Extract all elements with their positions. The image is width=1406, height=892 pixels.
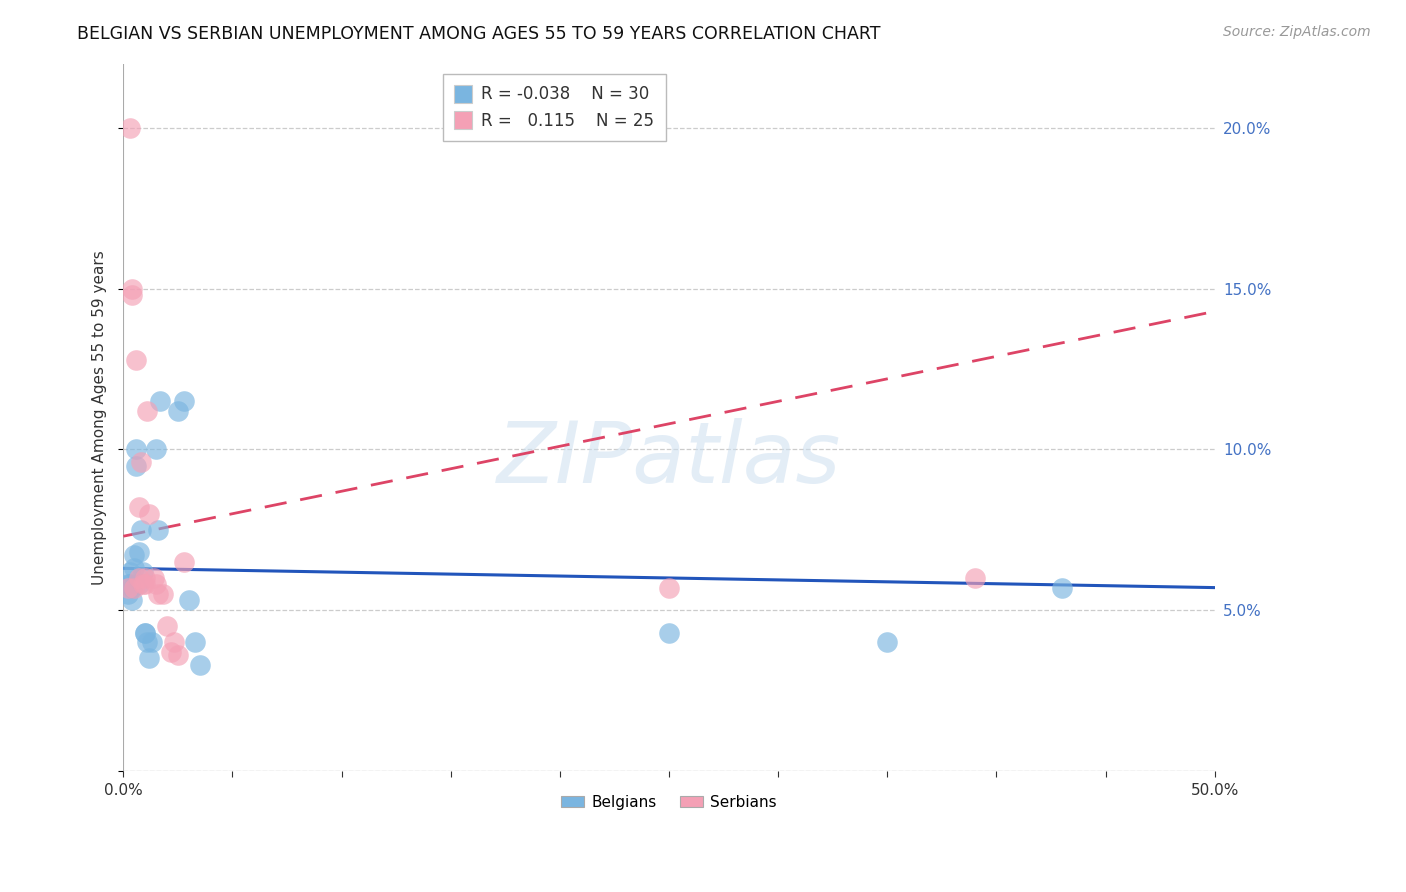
- Point: [132, 577, 155, 591]
- Point: [132, 565, 155, 579]
- Point: [160, 645, 183, 659]
- Point: [136, 404, 159, 418]
- Point: [173, 555, 195, 569]
- Point: [138, 507, 160, 521]
- Point: [1050, 581, 1073, 595]
- Point: [121, 593, 143, 607]
- Point: [121, 282, 143, 296]
- Point: [134, 577, 156, 591]
- Point: [156, 619, 179, 633]
- Point: [129, 455, 152, 469]
- Point: [162, 635, 184, 649]
- Point: [125, 458, 148, 473]
- Point: [138, 651, 160, 665]
- Point: [121, 288, 143, 302]
- Point: [136, 635, 159, 649]
- Y-axis label: Unemployment Among Ages 55 to 59 years: Unemployment Among Ages 55 to 59 years: [93, 250, 107, 585]
- Point: [167, 404, 190, 418]
- Legend: Belgians, Serbians: Belgians, Serbians: [555, 789, 783, 816]
- Point: [141, 635, 163, 649]
- Point: [128, 500, 150, 515]
- Point: [145, 442, 167, 457]
- Point: [134, 625, 156, 640]
- Point: [148, 587, 170, 601]
- Point: [148, 523, 170, 537]
- Point: [963, 571, 986, 585]
- Text: BELGIAN VS SERBIAN UNEMPLOYMENT AMONG AGES 55 TO 59 YEARS CORRELATION CHART: BELGIAN VS SERBIAN UNEMPLOYMENT AMONG AG…: [77, 25, 880, 43]
- Point: [188, 657, 211, 672]
- Point: [177, 593, 200, 607]
- Point: [117, 581, 139, 595]
- Point: [658, 625, 681, 640]
- Point: [142, 571, 165, 585]
- Point: [876, 635, 898, 649]
- Point: [117, 587, 139, 601]
- Point: [118, 577, 141, 591]
- Point: [118, 565, 141, 579]
- Point: [122, 549, 145, 563]
- Point: [128, 577, 150, 591]
- Point: [658, 581, 681, 595]
- Point: [125, 352, 148, 367]
- Point: [129, 523, 152, 537]
- Point: [184, 635, 207, 649]
- Text: Source: ZipAtlas.com: Source: ZipAtlas.com: [1223, 25, 1371, 39]
- Point: [128, 571, 150, 585]
- Text: ZIPatlas: ZIPatlas: [496, 418, 841, 501]
- Point: [134, 625, 156, 640]
- Point: [145, 577, 167, 591]
- Point: [128, 545, 150, 559]
- Point: [134, 571, 156, 585]
- Point: [173, 394, 195, 409]
- Point: [149, 394, 172, 409]
- Point: [122, 561, 145, 575]
- Point: [167, 648, 190, 662]
- Point: [121, 581, 143, 595]
- Point: [152, 587, 174, 601]
- Point: [122, 581, 145, 595]
- Point: [118, 121, 141, 136]
- Point: [125, 442, 148, 457]
- Point: [117, 577, 139, 591]
